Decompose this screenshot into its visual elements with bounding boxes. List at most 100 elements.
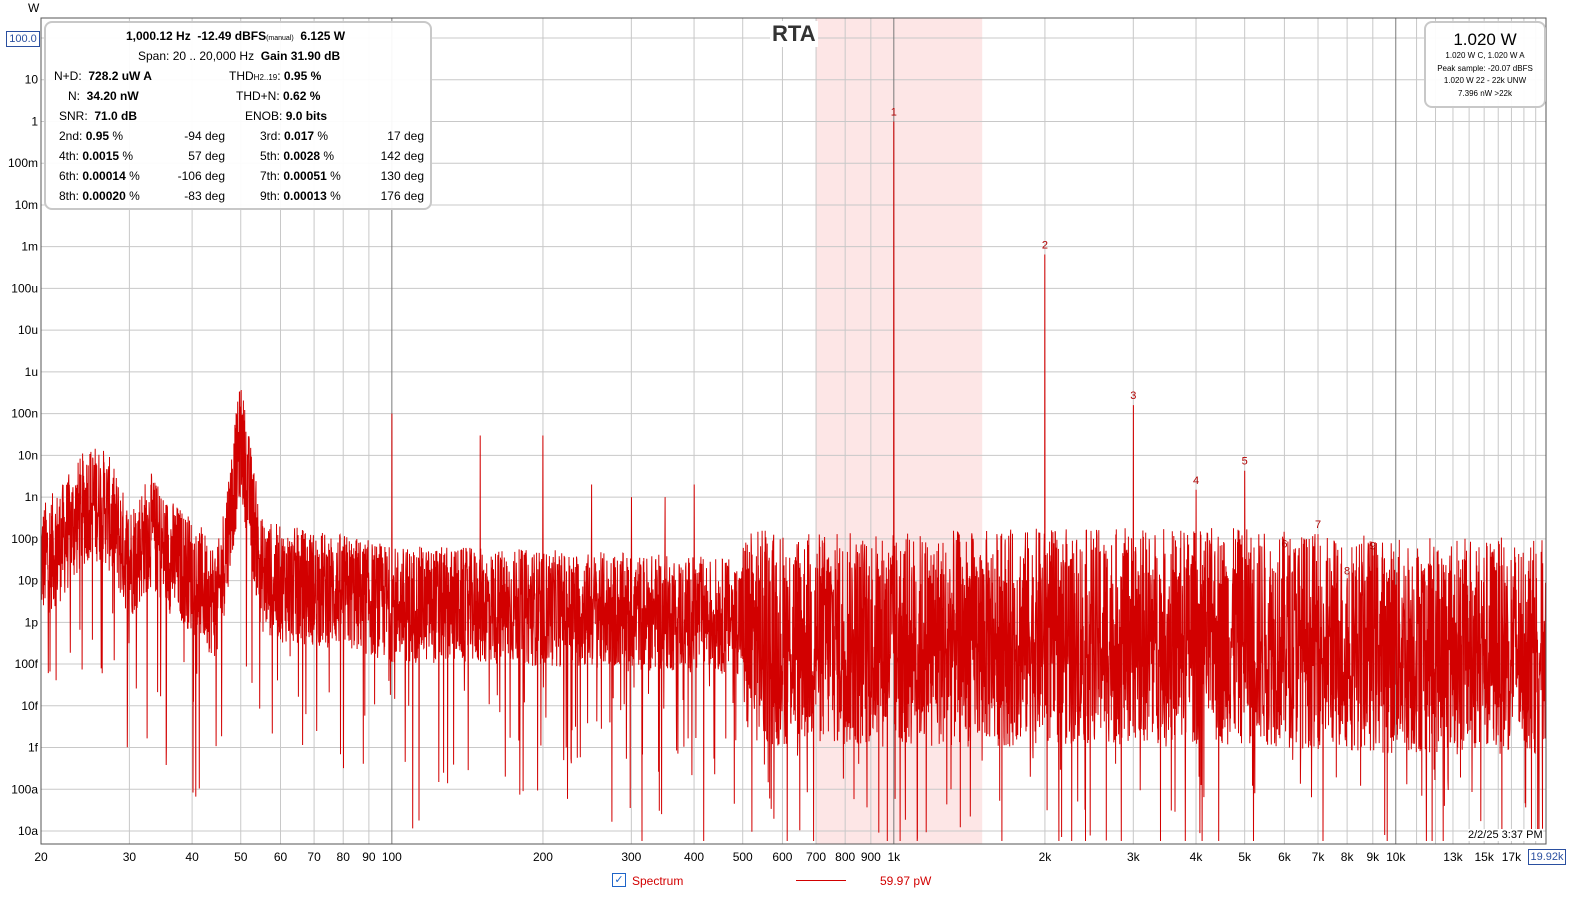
harmonic-marker: 6 — [1281, 538, 1287, 550]
y-tick-label: 1p — [25, 615, 39, 629]
y-tick-label: 100f — [15, 657, 39, 671]
legend-label: Spectrum — [632, 874, 684, 888]
harmonic-right-value: 5th: 0.0028 % — [260, 149, 335, 163]
x-tick-label: 1k — [887, 850, 901, 864]
harmonic-right-phase: 17 deg — [387, 129, 424, 143]
x-tick-label: 200 — [533, 850, 553, 864]
spectrum-trace — [40, 121, 1547, 842]
x-tick-label: 30 — [123, 850, 137, 864]
x-tick-label: 900 — [861, 850, 881, 864]
harmonic-left-value: 8th: 0.00020 % — [59, 189, 140, 203]
x-tick-label: 500 — [733, 850, 753, 864]
thdn-readout: THD+N: 0.62 % — [236, 89, 321, 103]
x-tick-label: 8k — [1341, 850, 1355, 864]
harmonic-left-value: 4th: 0.0015 % — [59, 149, 134, 163]
x-tick-label: 17k — [1502, 850, 1522, 864]
harmonic-marker: 5 — [1242, 456, 1248, 468]
enob-readout: ENOB: 9.0 bits — [245, 109, 328, 123]
level-panel[interactable]: 1.020 W 1.020 W C, 1.020 W A Peak sample… — [1424, 21, 1546, 108]
y-tick-label: 100n — [11, 407, 38, 421]
x-tick-label: 80 — [337, 850, 351, 864]
x-tick-label: 50 — [234, 850, 248, 864]
harmonic-left-value: 2nd: 0.95 % — [59, 129, 124, 143]
x-tick-label: 6k — [1278, 850, 1292, 864]
legend-value: 59.97 pW — [880, 874, 932, 888]
measurement-panel[interactable]: 1,000.12 Hz -12.49 dBFS(manual) 6.125 W … — [44, 21, 432, 210]
x-tick-label: 13k — [1443, 850, 1463, 864]
y-tick-label: 10f — [21, 699, 38, 713]
harmonic-right-phase: 176 deg — [380, 189, 424, 203]
y-tick-label: 1n — [25, 490, 38, 504]
thd-readout: THDH2..19: 0.95 % — [229, 69, 322, 83]
x-tick-label: 400 — [684, 850, 704, 864]
harmonic-marker: 2 — [1042, 239, 1048, 251]
y-tick-label: 1 — [31, 114, 38, 128]
level-line-3: 1.020 W 22 - 22k UNW — [1443, 76, 1527, 85]
x-tick-label: 40 — [185, 850, 199, 864]
chart-title: RTA — [770, 21, 818, 47]
x-tick-label: 4k — [1190, 850, 1204, 864]
x-tick-label: 15k — [1474, 850, 1494, 864]
harmonic-marker: 4 — [1193, 475, 1199, 487]
harmonic-right-phase: 130 deg — [380, 169, 424, 183]
y-tick-label: 100m — [8, 156, 38, 170]
y-tick-label: 1f — [28, 741, 39, 755]
timestamp: 2/2/25 3:37 PM — [1468, 829, 1543, 841]
y-tick-label: 10p — [18, 574, 38, 588]
stats-line-1: 1,000.12 Hz -12.49 dBFS(manual) 6.125 W — [126, 29, 346, 43]
y-tick-label: 10u — [18, 323, 38, 337]
y-tick-label: 10 — [25, 73, 39, 87]
y-max-input[interactable]: 100.0 — [6, 31, 40, 47]
x-tick-label: 600 — [772, 850, 792, 864]
level-main: 1.020 W — [1453, 30, 1517, 49]
y-tick-label: 100u — [11, 281, 38, 295]
harmonic-right-value: 7th: 0.00051 % — [260, 169, 341, 183]
x-tick-label: 20 — [34, 850, 48, 864]
harmonic-marker: 1 — [891, 106, 897, 118]
stats-line-2: Span: 20 .. 20,000 Hz Gain 31.90 dB — [138, 49, 341, 63]
x-tick-label: 60 — [274, 850, 288, 864]
x-tick-label: 300 — [621, 850, 641, 864]
harmonic-right-value: 3rd: 0.017 % — [260, 129, 329, 143]
checkbox-checked-icon[interactable]: ✓ — [612, 873, 626, 887]
x-tick-label: 70 — [307, 850, 321, 864]
harmonic-marker: 8 — [1344, 566, 1350, 578]
snr-readout: SNR: 71.0 dB — [59, 109, 138, 123]
harmonic-left-value: 6th: 0.00014 % — [59, 169, 140, 183]
harmonic-right-value: 9th: 0.00013 % — [260, 189, 341, 203]
y-tick-label: 1m — [21, 240, 38, 254]
harmonic-marker: 9 — [1370, 540, 1376, 552]
x-tick-label: 700 — [806, 850, 826, 864]
x-tick-label: 3k — [1127, 850, 1141, 864]
harmonic-right-phase: 142 deg — [380, 149, 424, 163]
y-tick-label: 10n — [18, 448, 38, 462]
x-tick-label: 100 — [382, 850, 402, 864]
x-tick-label: 10k — [1386, 850, 1406, 864]
x-tick-label: 5k — [1238, 850, 1252, 864]
harmonic-left-phase: -83 deg — [184, 189, 225, 203]
y-tick-label: 10a — [18, 824, 38, 838]
y-tick-label: 100a — [11, 782, 38, 796]
harmonic-left-phase: -106 deg — [177, 169, 225, 183]
level-line-1: 1.020 W C, 1.020 W A — [1445, 51, 1525, 60]
nd-readout: N+D: 728.2 uW A — [54, 69, 152, 83]
x-tick-label: 9k — [1366, 850, 1380, 864]
x-tick-label: 7k — [1312, 850, 1326, 864]
noise-readout: N: 34.20 nW — [68, 89, 139, 103]
harmonic-marker: 7 — [1315, 519, 1321, 531]
x-tick-label: 800 — [835, 850, 855, 864]
level-line-2: Peak sample: -20.07 dBFS — [1437, 63, 1533, 73]
harmonic-marker: 3 — [1130, 390, 1136, 402]
level-line-4: 7.396 nW >22k — [1457, 88, 1513, 98]
harmonic-left-phase: -94 deg — [184, 129, 225, 143]
y-tick-label: 1u — [25, 365, 38, 379]
legend-line — [796, 880, 846, 881]
y-tick-label: 10m — [15, 198, 38, 212]
x-max-input[interactable]: 19.92k — [1528, 849, 1566, 865]
harmonic-left-phase: 57 deg — [188, 149, 225, 163]
y-unit-label: W — [28, 1, 40, 15]
y-tick-label: 100p — [11, 532, 38, 546]
x-tick-label: 2k — [1039, 850, 1053, 864]
x-tick-label: 90 — [362, 850, 376, 864]
